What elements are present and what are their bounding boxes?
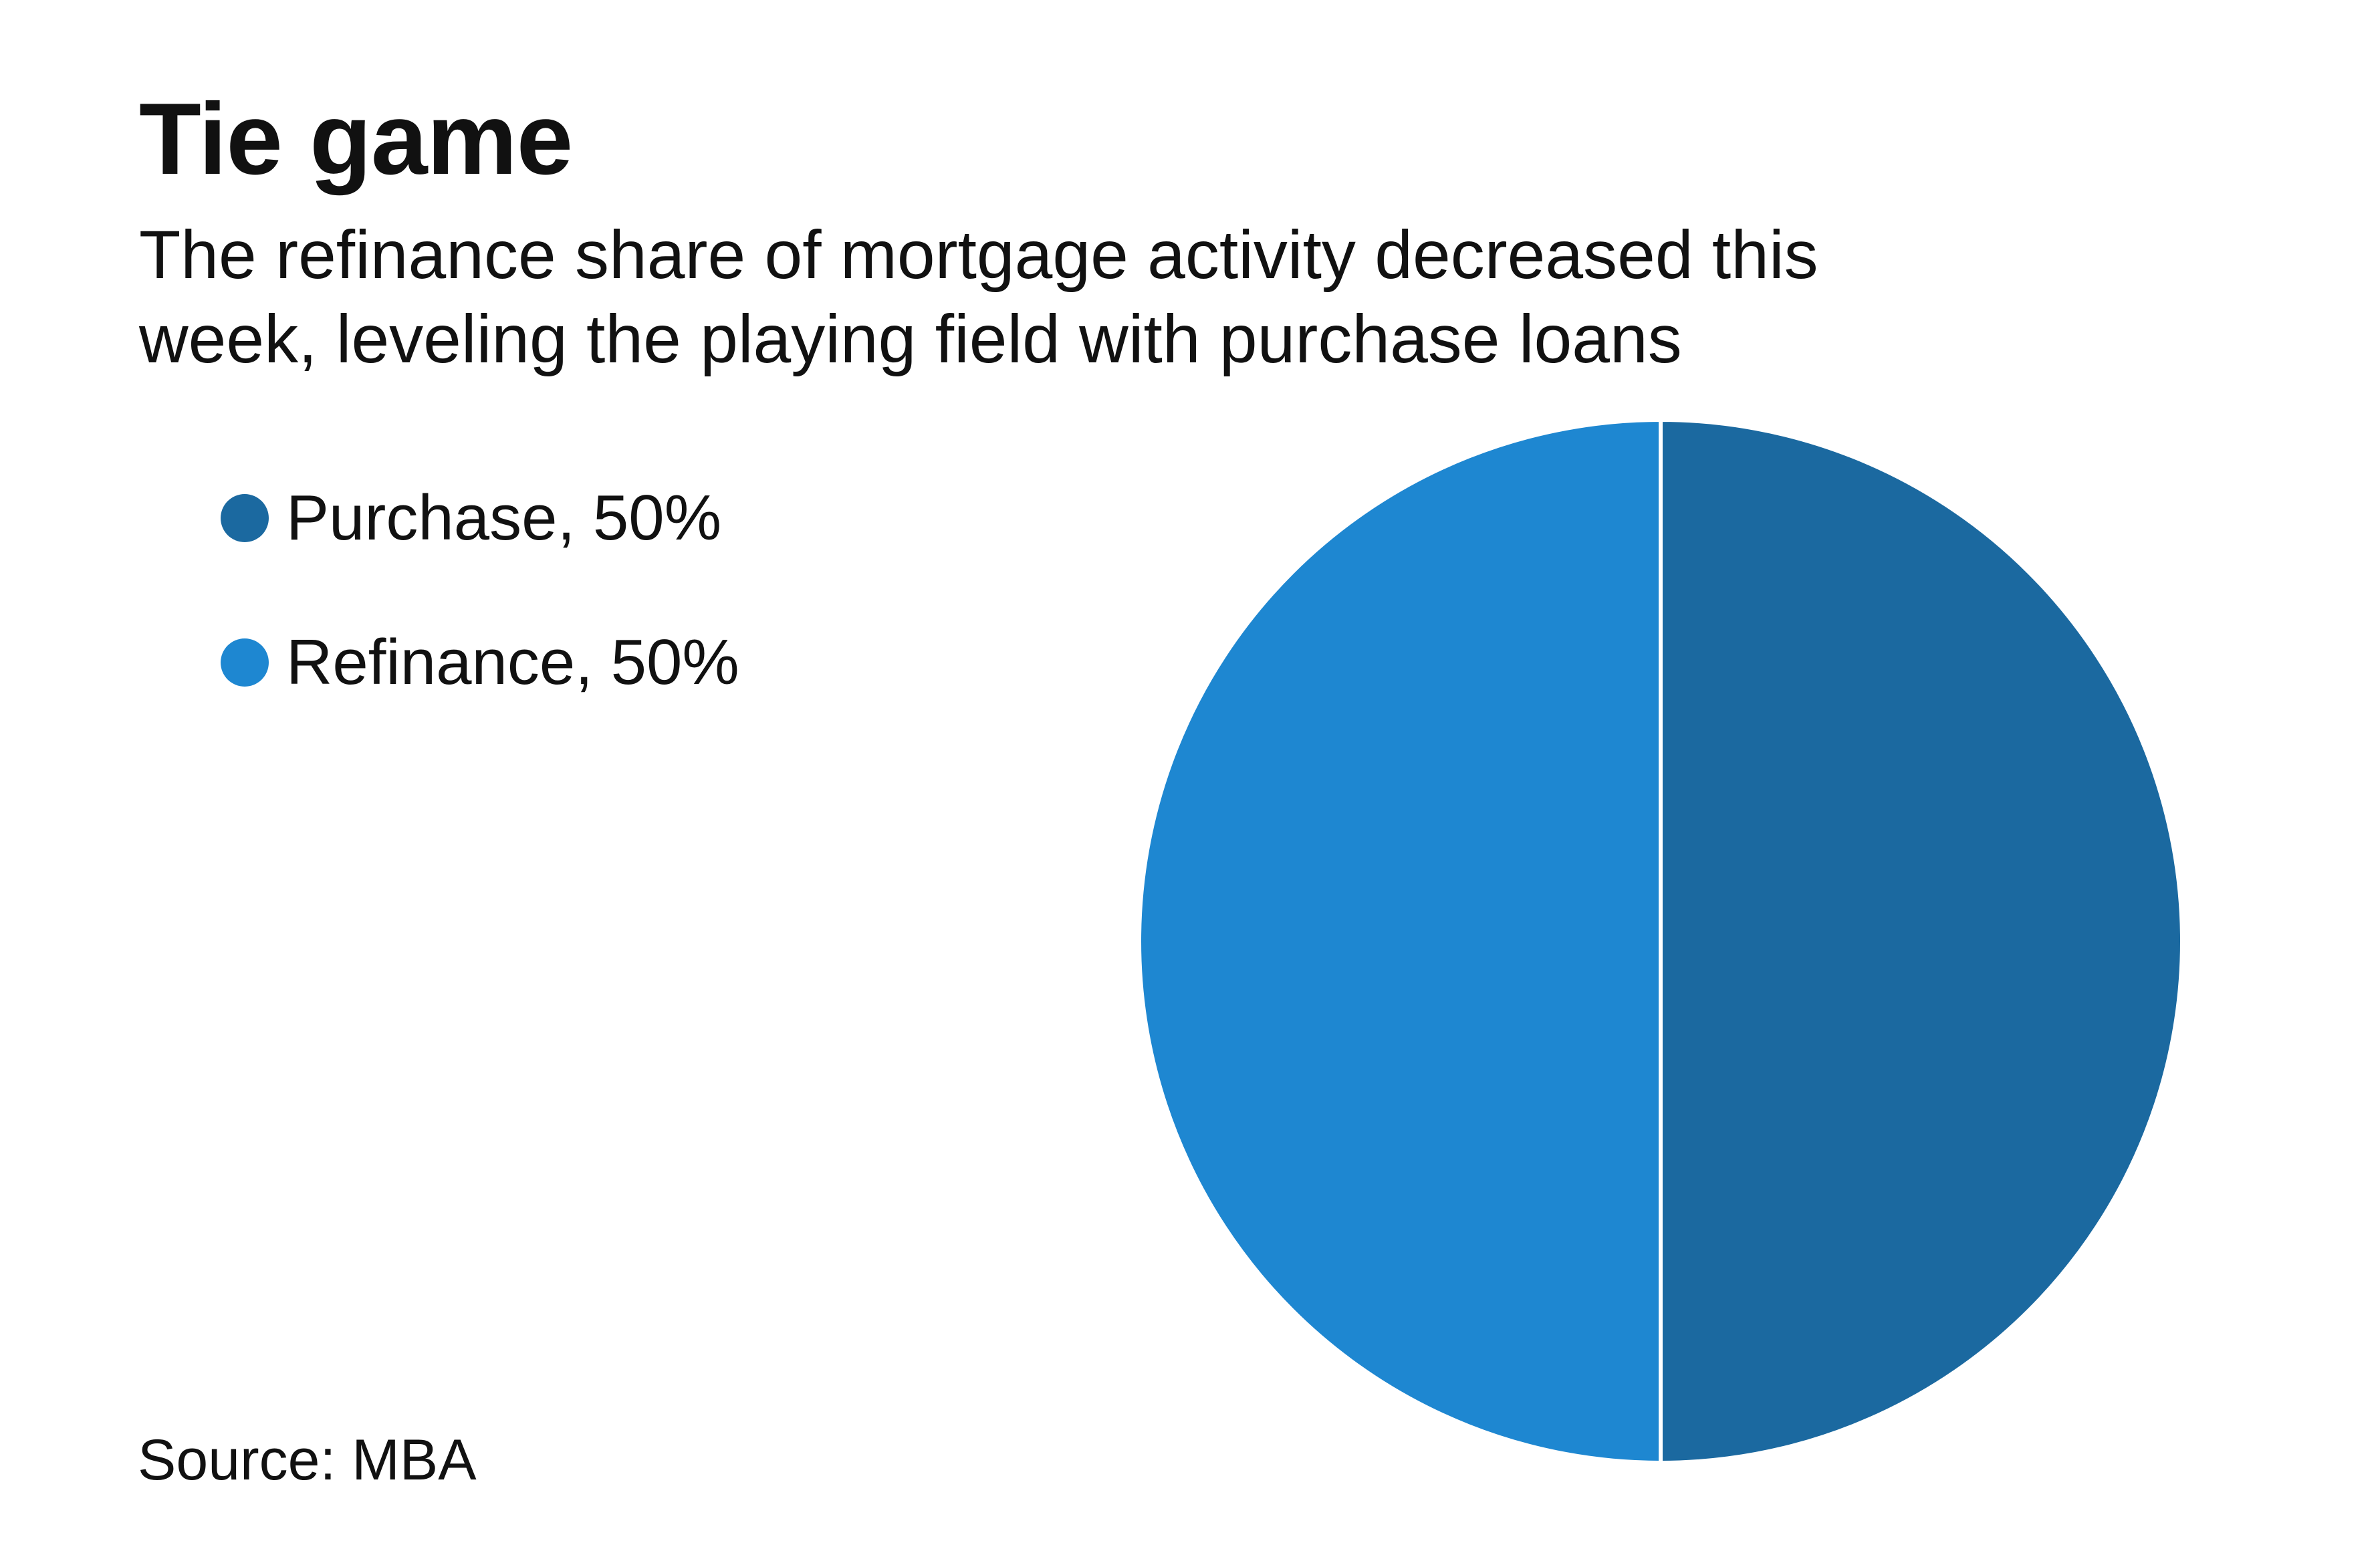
chart-title: Tie game xyxy=(139,82,573,196)
legend-swatch-purchase xyxy=(221,494,269,542)
chart-legend: Purchase, 50% Refinance, 50% xyxy=(221,481,739,770)
legend-label-purchase: Purchase, 50% xyxy=(286,482,722,554)
chart-subtitle-line-1: The refinance share of mortgage activity… xyxy=(139,217,1818,293)
legend-swatch-refinance xyxy=(221,638,269,687)
pie-slice-purchase xyxy=(1659,418,2184,1465)
legend-item-refinance: Refinance, 50% xyxy=(221,626,739,699)
chart-subtitle: The refinance share of mortgage activity… xyxy=(139,213,2145,381)
chart-subtitle-line-2: week, leveling the playing field with pu… xyxy=(139,301,1682,377)
legend-item-purchase: Purchase, 50% xyxy=(221,481,739,555)
chart-source: Source: MBA xyxy=(138,1428,477,1492)
pie-slice-refinance xyxy=(1137,418,1663,1465)
legend-label-refinance: Refinance, 50% xyxy=(286,626,739,698)
